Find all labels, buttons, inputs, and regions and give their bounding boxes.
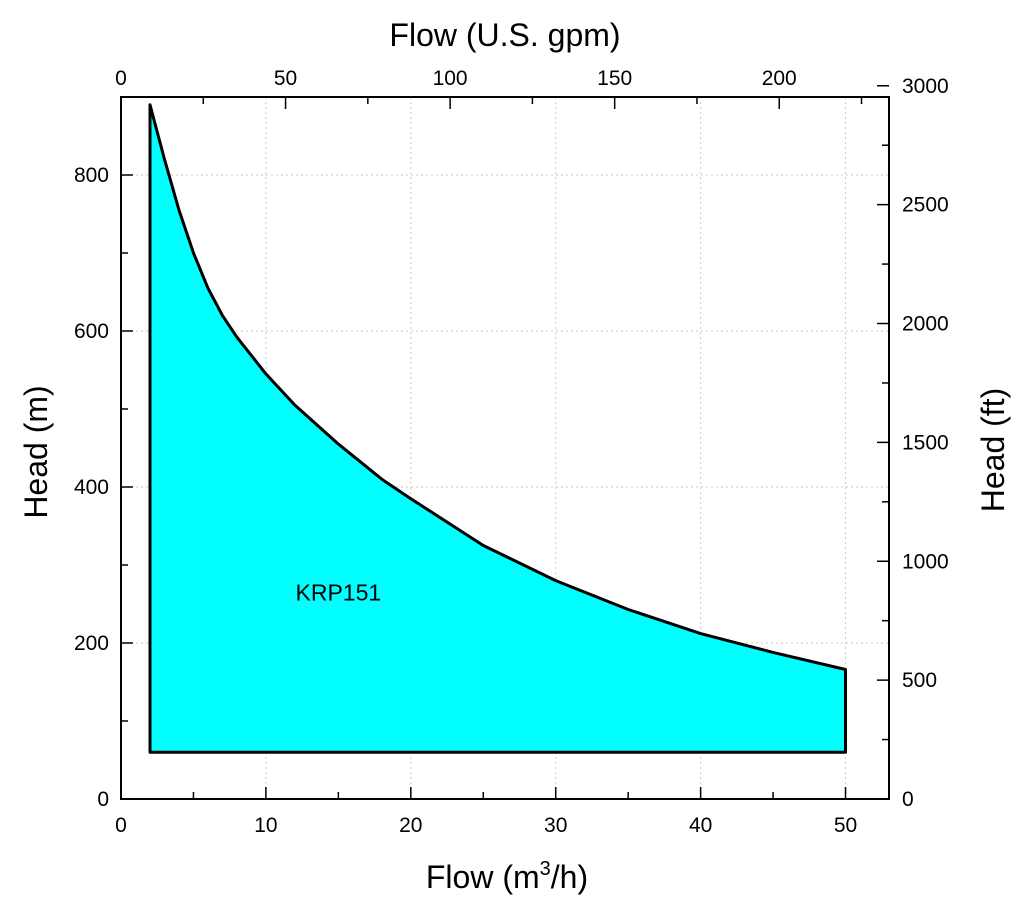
region-label-krp151: KRP151 bbox=[296, 579, 382, 605]
left-y-axis-title: Head (m) bbox=[18, 385, 54, 518]
bottom-x-tick-label: 20 bbox=[399, 814, 422, 837]
left-y-tick-label: 400 bbox=[74, 476, 109, 499]
top-x-tick-label: 0 bbox=[115, 67, 127, 90]
bottom-x-axis-title: Flow (m3/h) bbox=[426, 858, 588, 895]
plot-frame bbox=[120, 96, 890, 800]
bottom-x-tick-label: 40 bbox=[689, 814, 712, 837]
bottom-x-tick-label: 0 bbox=[115, 814, 127, 837]
bottom-x-tick-label: 50 bbox=[834, 814, 857, 837]
right-y-tick-label: 1000 bbox=[902, 550, 949, 573]
right-y-tick-label: 500 bbox=[902, 669, 937, 692]
right-y-axis-title: Head (ft) bbox=[975, 388, 1011, 512]
operating-region bbox=[148, 103, 847, 754]
right-y-tick-label: 2000 bbox=[902, 313, 949, 336]
top-x-tick-label: 50 bbox=[274, 67, 297, 90]
axis-ticks bbox=[120, 85, 889, 800]
right-y-tick-label: 0 bbox=[902, 788, 914, 811]
left-y-tick-label: 600 bbox=[74, 320, 109, 343]
top-x-axis-title: Flow (U.S. gpm) bbox=[389, 17, 620, 53]
bottom-x-tick-label: 30 bbox=[544, 814, 567, 837]
top-x-tick-label: 150 bbox=[597, 67, 632, 90]
bottom-x-tick-label: 10 bbox=[254, 814, 277, 837]
right-y-tick-label: 3000 bbox=[902, 75, 949, 98]
tick-labels: 0 10 20 30 40 500 50 100 150 20002004006008000500… bbox=[74, 67, 949, 837]
left-y-tick-label: 200 bbox=[74, 632, 109, 655]
top-x-tick-label: 200 bbox=[762, 67, 797, 90]
top-x-tick-label: 100 bbox=[433, 67, 468, 90]
right-y-tick-label: 1500 bbox=[902, 431, 949, 454]
left-y-tick-label: 0 bbox=[97, 788, 109, 811]
right-y-tick-label: 2500 bbox=[902, 194, 949, 217]
left-y-tick-label: 800 bbox=[74, 164, 109, 187]
operating-region-krp151 bbox=[148, 103, 847, 754]
grid bbox=[121, 97, 889, 799]
